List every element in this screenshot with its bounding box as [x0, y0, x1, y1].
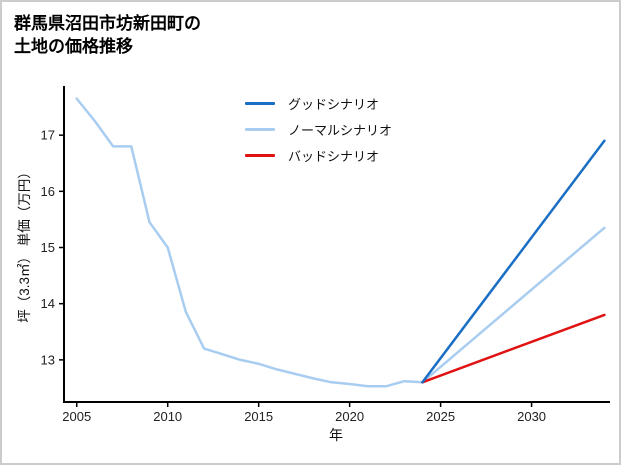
legend-label-good-scenario: グッドシナリオ: [288, 96, 380, 112]
legend-label-bad-scenario: バッドシナリオ: [288, 148, 380, 164]
good-scenario-line: [421, 139, 606, 384]
y-tick-label: 13: [41, 352, 55, 367]
legend-item-normal-scenario: ノーマルシナリオ: [245, 116, 392, 142]
y-tick-label: 17: [41, 128, 55, 143]
x-tick-label: 2020: [335, 409, 364, 424]
chart-title-line-1: 群馬県沼田市坊新田町の: [14, 14, 201, 33]
bad-scenario-line-icon: [245, 153, 275, 157]
legend-item-bad-scenario: バッドシナリオ: [245, 142, 392, 168]
x-tick-label: 2010: [153, 409, 182, 424]
y-tick-label: 14: [41, 296, 55, 311]
bad-scenario-line: [421, 313, 606, 384]
x-tick-label: 2015: [244, 409, 273, 424]
legend-label-normal-scenario: ノーマルシナリオ: [288, 122, 393, 138]
legend-item-good-scenario: グッドシナリオ: [245, 90, 392, 116]
x-tick-label: 2005: [62, 409, 91, 424]
chart-legend: グッドシナリオ ノーマルシナリオ バッドシナリオ: [245, 90, 392, 168]
x-tick-label: 2025: [426, 409, 455, 424]
y-tick-label: 16: [41, 184, 55, 199]
y-tick-label: 15: [41, 240, 55, 255]
chart-title-line-2: 土地の価格推移: [14, 37, 133, 56]
x-tick-label: 2030: [517, 409, 546, 424]
x-axis-label: 年: [329, 427, 343, 443]
good-scenario-line-icon: [245, 101, 275, 105]
y-axis-label: 坪（3.3㎡） 単価（万円）: [17, 165, 32, 323]
normal-scenario-line: [75, 97, 606, 388]
normal-scenario-line-icon: [245, 127, 275, 131]
chart-title: 群馬県沼田市坊新田町の 土地の価格推移: [14, 12, 201, 58]
